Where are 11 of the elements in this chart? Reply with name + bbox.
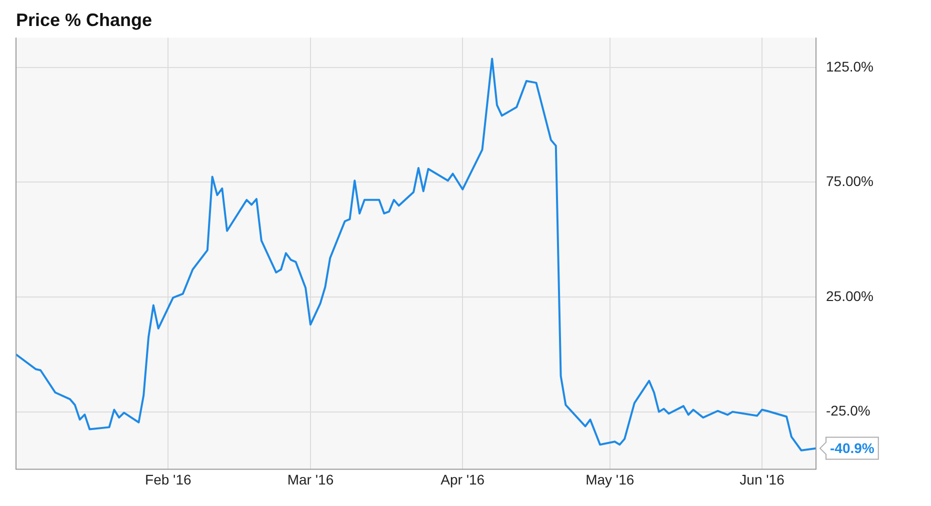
chart-title: Price % Change [16,10,152,30]
y-tick-label: 125.0% [826,58,874,74]
x-tick-label: Feb '16 [145,471,192,488]
annotation: -40.9% [830,440,875,456]
x-tick-label: Mar '16 [287,471,334,488]
x-tick-label: Jun '16 [740,471,785,488]
y-tick-label: 75.00% [826,173,874,190]
y-tick-label: -25.0% [826,402,870,419]
x-tick-label: May '16 [586,471,634,488]
x-tick-label: Apr '16 [440,471,485,488]
y-tick-label: 25.00% [826,288,874,304]
